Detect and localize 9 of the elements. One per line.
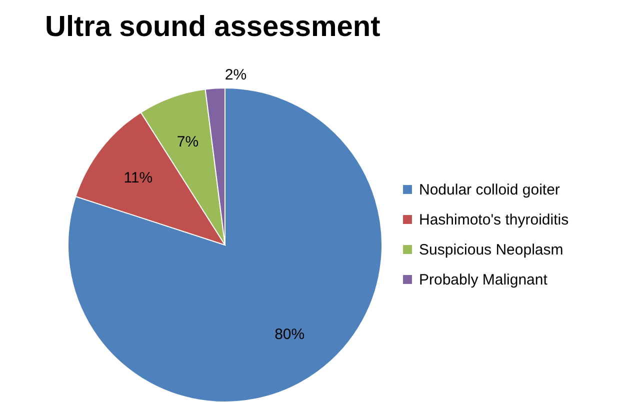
legend-label: Probably Malignant [419, 272, 548, 288]
data-label: 11% [124, 170, 153, 187]
legend-label: Hashimoto's thyroiditis [419, 212, 569, 228]
data-label: 80% [274, 326, 305, 343]
data-label: 7% [176, 134, 199, 151]
legend-label: Suspicious Neoplasm [419, 242, 564, 258]
chart-title: Ultra sound assessment [45, 11, 381, 43]
legend-label: Nodular colloid goiter [419, 182, 560, 198]
data-label: 2% [224, 66, 247, 84]
